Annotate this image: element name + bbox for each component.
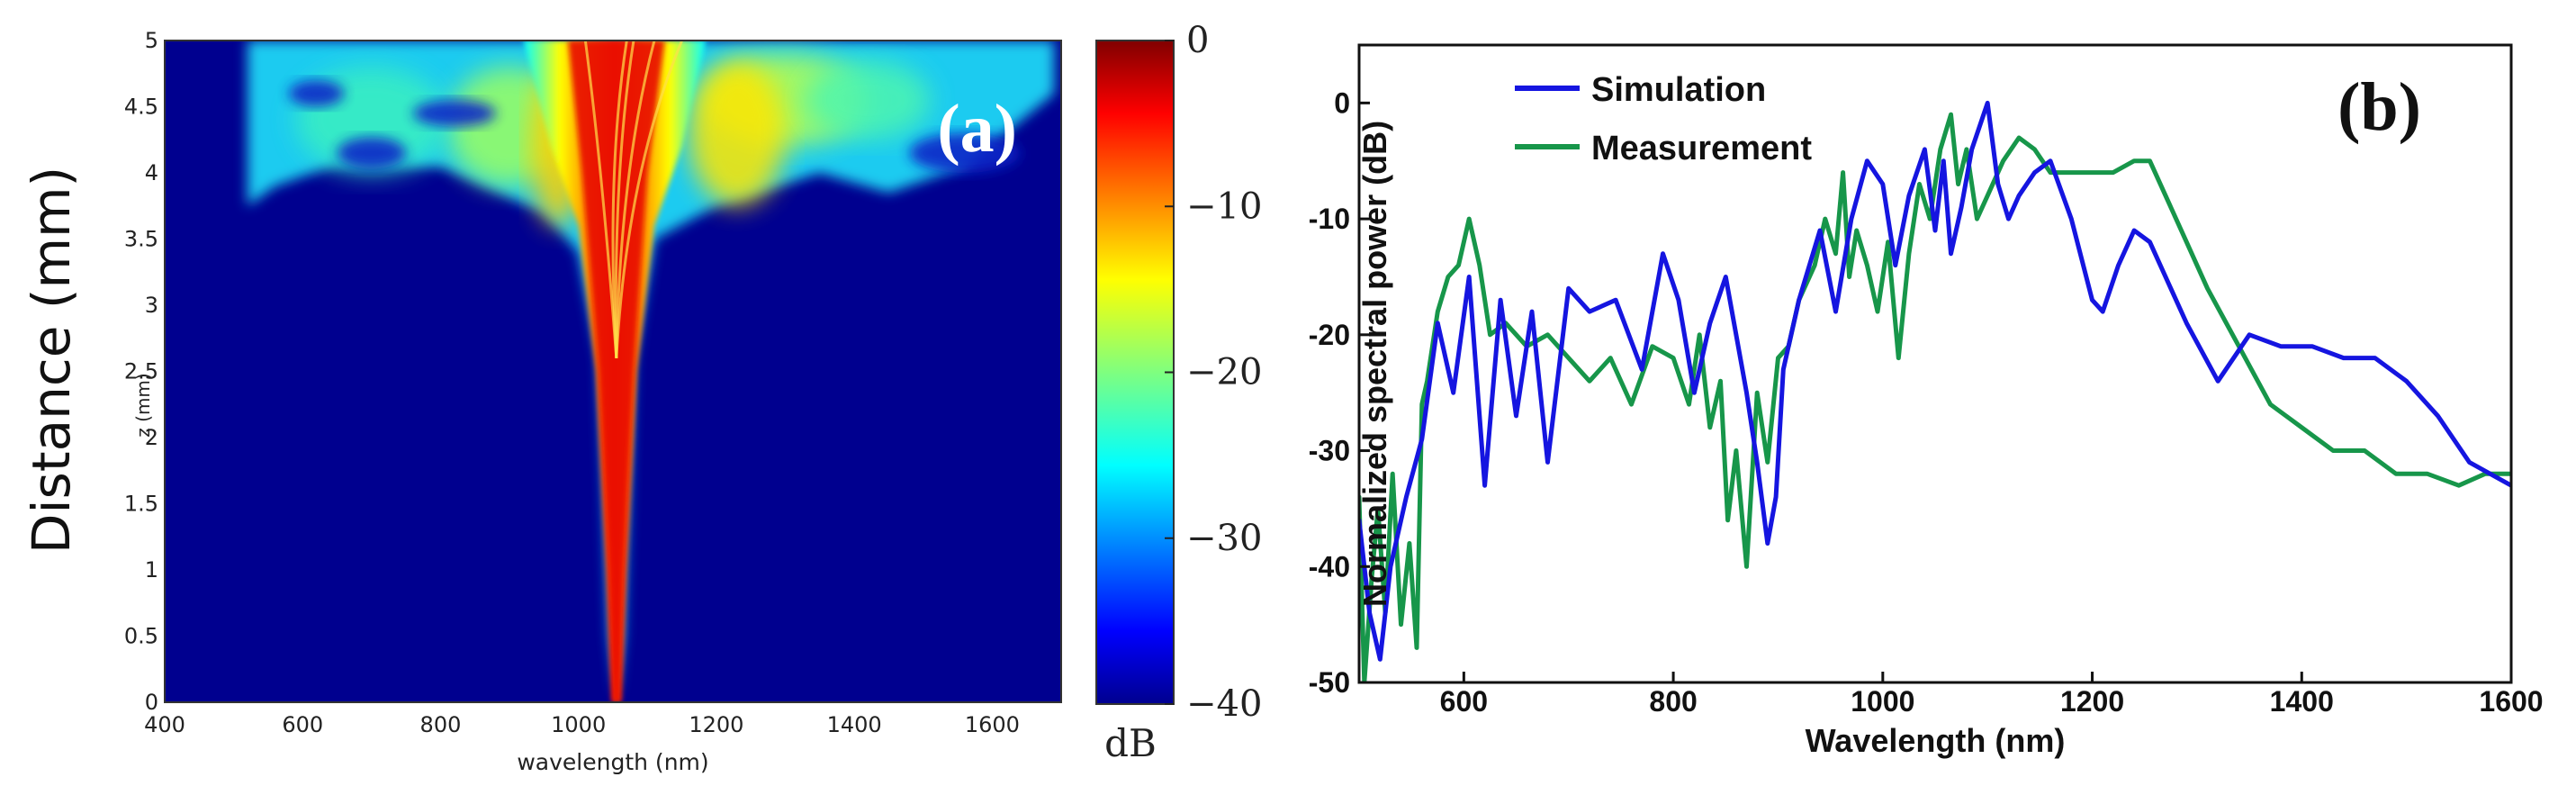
series-line-measurement	[1359, 112, 2511, 682]
line-chart-y-tick-1: -10	[1309, 203, 1350, 235]
heatmap-striation-2	[615, 41, 656, 358]
heatmap-striation-1	[614, 41, 635, 358]
heatmap-y-tick-3: 1.5	[124, 492, 158, 517]
plot-area	[1359, 45, 2511, 682]
line-chart-x-tick-5: 1600	[2479, 685, 2543, 718]
line-chart-x-tick-1: 800	[1649, 685, 1697, 718]
heatmap-y-tick-5: 2.5	[124, 359, 158, 384]
heatmap-x-tick-0: 400	[144, 712, 185, 737]
heatmap-pump-core	[568, 41, 665, 702]
heatmap-y-tick-1: 0.5	[124, 624, 158, 649]
heatmap-y-tick-9: 4.5	[124, 95, 158, 120]
line-chart-x-axis-label: Wavelength (nm)	[1806, 722, 2066, 759]
line-chart-x-tick-3: 1200	[2060, 685, 2124, 718]
heatmap-striation-0	[611, 41, 628, 358]
heatmap-x-ticks: 400 600 800 1000 1200 1400 1600	[144, 712, 1020, 737]
line-chart-y-tick-4: -40	[1309, 550, 1350, 583]
heatmap-y-tick-2: 1	[145, 557, 158, 583]
panel-label-b: (b)	[2337, 69, 2421, 145]
heatmap-x-tick-1: 600	[282, 712, 323, 737]
line-chart-y-ticks: 0 -10 -20 -30 -40 -50	[1309, 86, 1370, 699]
heatmap-y-tick-10: 5	[145, 28, 158, 53]
plot-frame	[1357, 43, 2513, 684]
colorbar-tick-1: −10	[1186, 185, 1262, 227]
legend-label-simulation: Simulation	[1591, 71, 1766, 109]
heatmap-y-ticks: 0 0.5 1 1.5 2 2.5 3 3.5 4 4.5 5	[124, 28, 158, 715]
series-line-simulation	[1359, 100, 2511, 662]
legend-label-measurement: Measurement	[1591, 130, 1812, 167]
heatmap-blob-1	[689, 60, 786, 206]
heatmap-pocket-2	[288, 80, 345, 107]
heatmap-pocket-1	[412, 100, 496, 127]
heatmap-x-tick-3: 1000	[551, 712, 606, 737]
heatmap-pocket-3	[909, 132, 1021, 173]
panel-label-a: (a)	[937, 91, 1017, 167]
series-lines	[1359, 100, 2511, 682]
legend: Simulation Measurement	[1515, 71, 1812, 167]
heatmap-striation-4	[615, 41, 683, 358]
heatmap-x-tick-4: 1200	[689, 712, 743, 737]
line-chart-panel-b: 600 800 1000 1200 1400 1600 0-10-20-30-40-50 …	[1309, 43, 2544, 759]
heatmap-panel-a: 400 600 800 1000 1200 1400 1600 0 0.5 1 1.5 2 2.5 3 3…	[21, 20, 1262, 775]
line-chart-y-tick-5: -50	[1309, 666, 1350, 699]
line-chart-x-tick-0: 600	[1440, 685, 1488, 718]
colorbar	[1095, 40, 1175, 705]
heatmap-y-tick-0: 0	[145, 690, 158, 715]
heatmap-striation-3	[583, 41, 618, 358]
line-chart-x-ticks: 600 800 1000 1200 1400 1600	[1440, 672, 2544, 718]
heatmap-y-axis-small-label: z (mm)	[132, 373, 154, 437]
heatmap-frame	[164, 40, 1062, 703]
heatmap-y-tick-8: 4	[145, 160, 158, 185]
heatmap-y-axis-label: Distance (mm)	[21, 167, 82, 554]
colorbar-tick-0: 0	[1186, 20, 1209, 61]
colorbar-tick-2: −20	[1186, 352, 1262, 393]
heatmap-y-tick-4: 2	[145, 425, 158, 450]
heatmap-y-tick-6: 3	[145, 293, 158, 318]
heatmap-x-tick-2: 800	[420, 712, 462, 737]
colorbar-tick-3: −30	[1186, 518, 1262, 559]
line-chart-x-tick-4: 1400	[2270, 685, 2334, 718]
line-chart-y-tick-3: -30	[1309, 435, 1350, 467]
line-chart-y-axis-label: Normalized spectral power (dB)	[1356, 121, 1393, 607]
heatmap-x-tick-5: 1400	[827, 712, 882, 737]
heatmap-pocket-0	[337, 137, 407, 169]
heatmap-x-axis-label: wavelength (nm)	[517, 749, 708, 775]
line-chart-y-tick-2: -20	[1309, 319, 1350, 351]
colorbar-ticks: 0 −10 −20 −30 −40	[1165, 20, 1262, 725]
heatmap-field	[247, 41, 1055, 702]
heatmap-y-tick-7: 3.5	[124, 227, 158, 252]
line-chart-x-tick-2: 1000	[1851, 685, 1914, 718]
heatmap-blob-2	[806, 60, 931, 140]
colorbar-tick-4: −40	[1186, 683, 1262, 725]
colorbar-label: dB	[1104, 721, 1157, 765]
line-chart-y-tick-0: 0	[1334, 86, 1350, 119]
heatmap-x-tick-6: 1600	[965, 712, 1020, 737]
